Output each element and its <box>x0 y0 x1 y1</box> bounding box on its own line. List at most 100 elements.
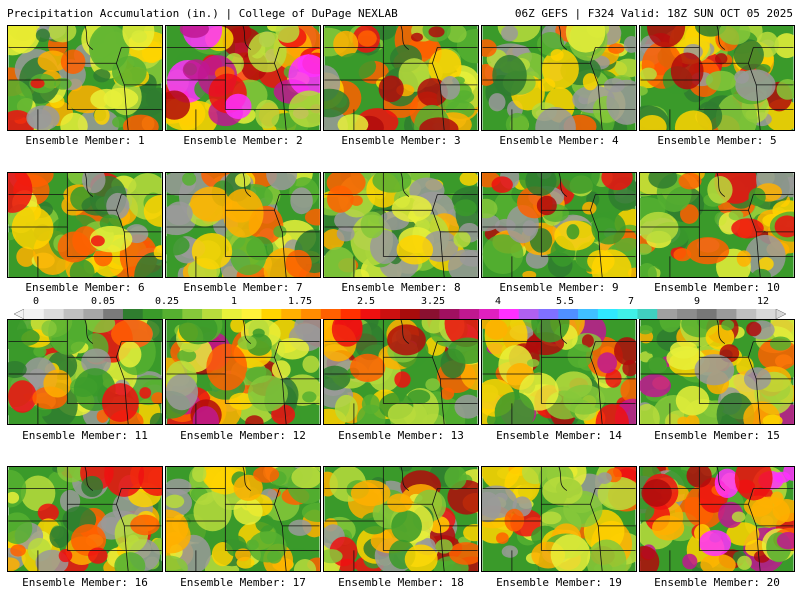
state-boundary <box>482 341 542 375</box>
precip-blob <box>447 337 478 365</box>
precip-blob <box>522 270 537 277</box>
precip-blob <box>391 195 432 222</box>
precip-blob <box>482 491 502 523</box>
precip-blob <box>776 532 794 550</box>
colorbar-swatch <box>578 309 599 319</box>
precip-blob <box>707 176 733 204</box>
precip-blob <box>178 320 218 345</box>
precip-blob <box>293 559 317 571</box>
precip-blob <box>8 557 20 571</box>
ensemble-member-map <box>165 25 321 131</box>
precip-blob <box>542 476 583 506</box>
precip-blob <box>540 511 562 525</box>
precip-blob <box>440 387 455 400</box>
ensemble-member-map <box>165 172 321 278</box>
precip-blob <box>37 503 59 522</box>
precip-blob <box>648 173 678 189</box>
precip-blob <box>324 365 351 391</box>
ensemble-member-map <box>481 25 637 131</box>
precip-blob <box>253 467 280 483</box>
precip-blob <box>30 78 45 89</box>
ensemble-member-label: Ensemble Member: 11 <box>22 429 148 442</box>
precip-blob <box>550 49 564 61</box>
precip-blob <box>391 510 422 543</box>
colorbar-swatch <box>558 309 579 319</box>
precip-blob <box>698 529 732 557</box>
precip-blob <box>640 67 657 81</box>
precip-blob <box>721 320 735 331</box>
precip-blob <box>81 173 106 194</box>
precip-blob <box>734 467 773 501</box>
state-boundary <box>382 79 478 110</box>
precip-field <box>166 26 320 130</box>
colorbar-tick-label: 2.5 <box>356 296 376 307</box>
precip-blob <box>324 246 356 277</box>
state-boundary <box>540 373 636 404</box>
precip-blob <box>762 414 783 424</box>
precip-blob <box>640 374 671 398</box>
colorbar-swatch <box>360 309 381 319</box>
colorbar-swatch <box>320 309 341 319</box>
colorbar-tick-label: 0.05 <box>90 296 116 307</box>
ensemble-member-map <box>165 319 321 425</box>
precip-blob <box>501 545 518 558</box>
precip-blob <box>59 489 81 513</box>
state-boundary <box>84 320 94 344</box>
ensemble-member-label: Ensemble Member: 6 <box>25 281 145 294</box>
state-boundary <box>597 231 601 257</box>
ensemble-member-map <box>639 319 795 425</box>
state-boundary <box>224 520 320 551</box>
precip-blob <box>166 90 191 120</box>
state-boundary <box>597 378 601 404</box>
ensemble-member-map <box>639 25 795 131</box>
state-boundary <box>242 173 252 197</box>
precip-blob <box>407 389 431 404</box>
state-boundary <box>755 84 759 110</box>
state-boundary <box>166 320 226 342</box>
state-boundary <box>400 320 410 344</box>
precip-blob <box>640 86 648 96</box>
state-boundary <box>400 26 410 50</box>
precip-blob <box>302 391 317 403</box>
precip-blob <box>488 93 506 112</box>
precip-blob <box>387 493 413 513</box>
precip-blob <box>275 337 310 360</box>
precip-blob <box>49 525 70 548</box>
state-boundary <box>439 525 443 551</box>
ensemble-member-label: Ensemble Member: 5 <box>657 134 777 147</box>
precip-blob <box>387 324 426 356</box>
precip-blob <box>245 415 264 424</box>
precip-blob <box>566 224 580 240</box>
product-title: Precipitation Accumulation (in.) | Colle… <box>7 7 398 20</box>
precip-blob <box>686 237 730 265</box>
precip-blob <box>459 173 478 186</box>
state-boundary <box>324 173 384 195</box>
precip-blob <box>324 88 350 118</box>
precip-blob <box>350 480 391 507</box>
state-boundary <box>757 109 761 130</box>
precip-blob <box>246 539 259 551</box>
state-boundary <box>324 320 384 342</box>
state-boundary <box>698 373 794 404</box>
state-boundary <box>166 173 226 195</box>
ensemble-member-label: Ensemble Member: 8 <box>341 281 461 294</box>
precip-blob <box>235 548 251 562</box>
state-boundary <box>281 378 285 404</box>
state-boundary <box>283 256 287 277</box>
ensemble-member-map <box>323 319 479 425</box>
precip-blob <box>731 511 746 523</box>
state-boundary <box>283 550 287 571</box>
state-boundary <box>757 550 761 571</box>
precip-blob <box>535 107 576 130</box>
precip-blob <box>273 225 287 238</box>
precip-blob <box>331 320 363 347</box>
ensemble-member-label: Ensemble Member: 12 <box>180 429 306 442</box>
precip-blob <box>453 231 471 248</box>
colorbar-swatch <box>142 309 163 319</box>
precip-blob <box>233 474 263 501</box>
colorbar <box>14 309 786 319</box>
precip-blob <box>8 79 33 121</box>
precip-field <box>640 173 794 277</box>
precip-blob <box>675 385 710 416</box>
state-boundary <box>383 194 478 211</box>
